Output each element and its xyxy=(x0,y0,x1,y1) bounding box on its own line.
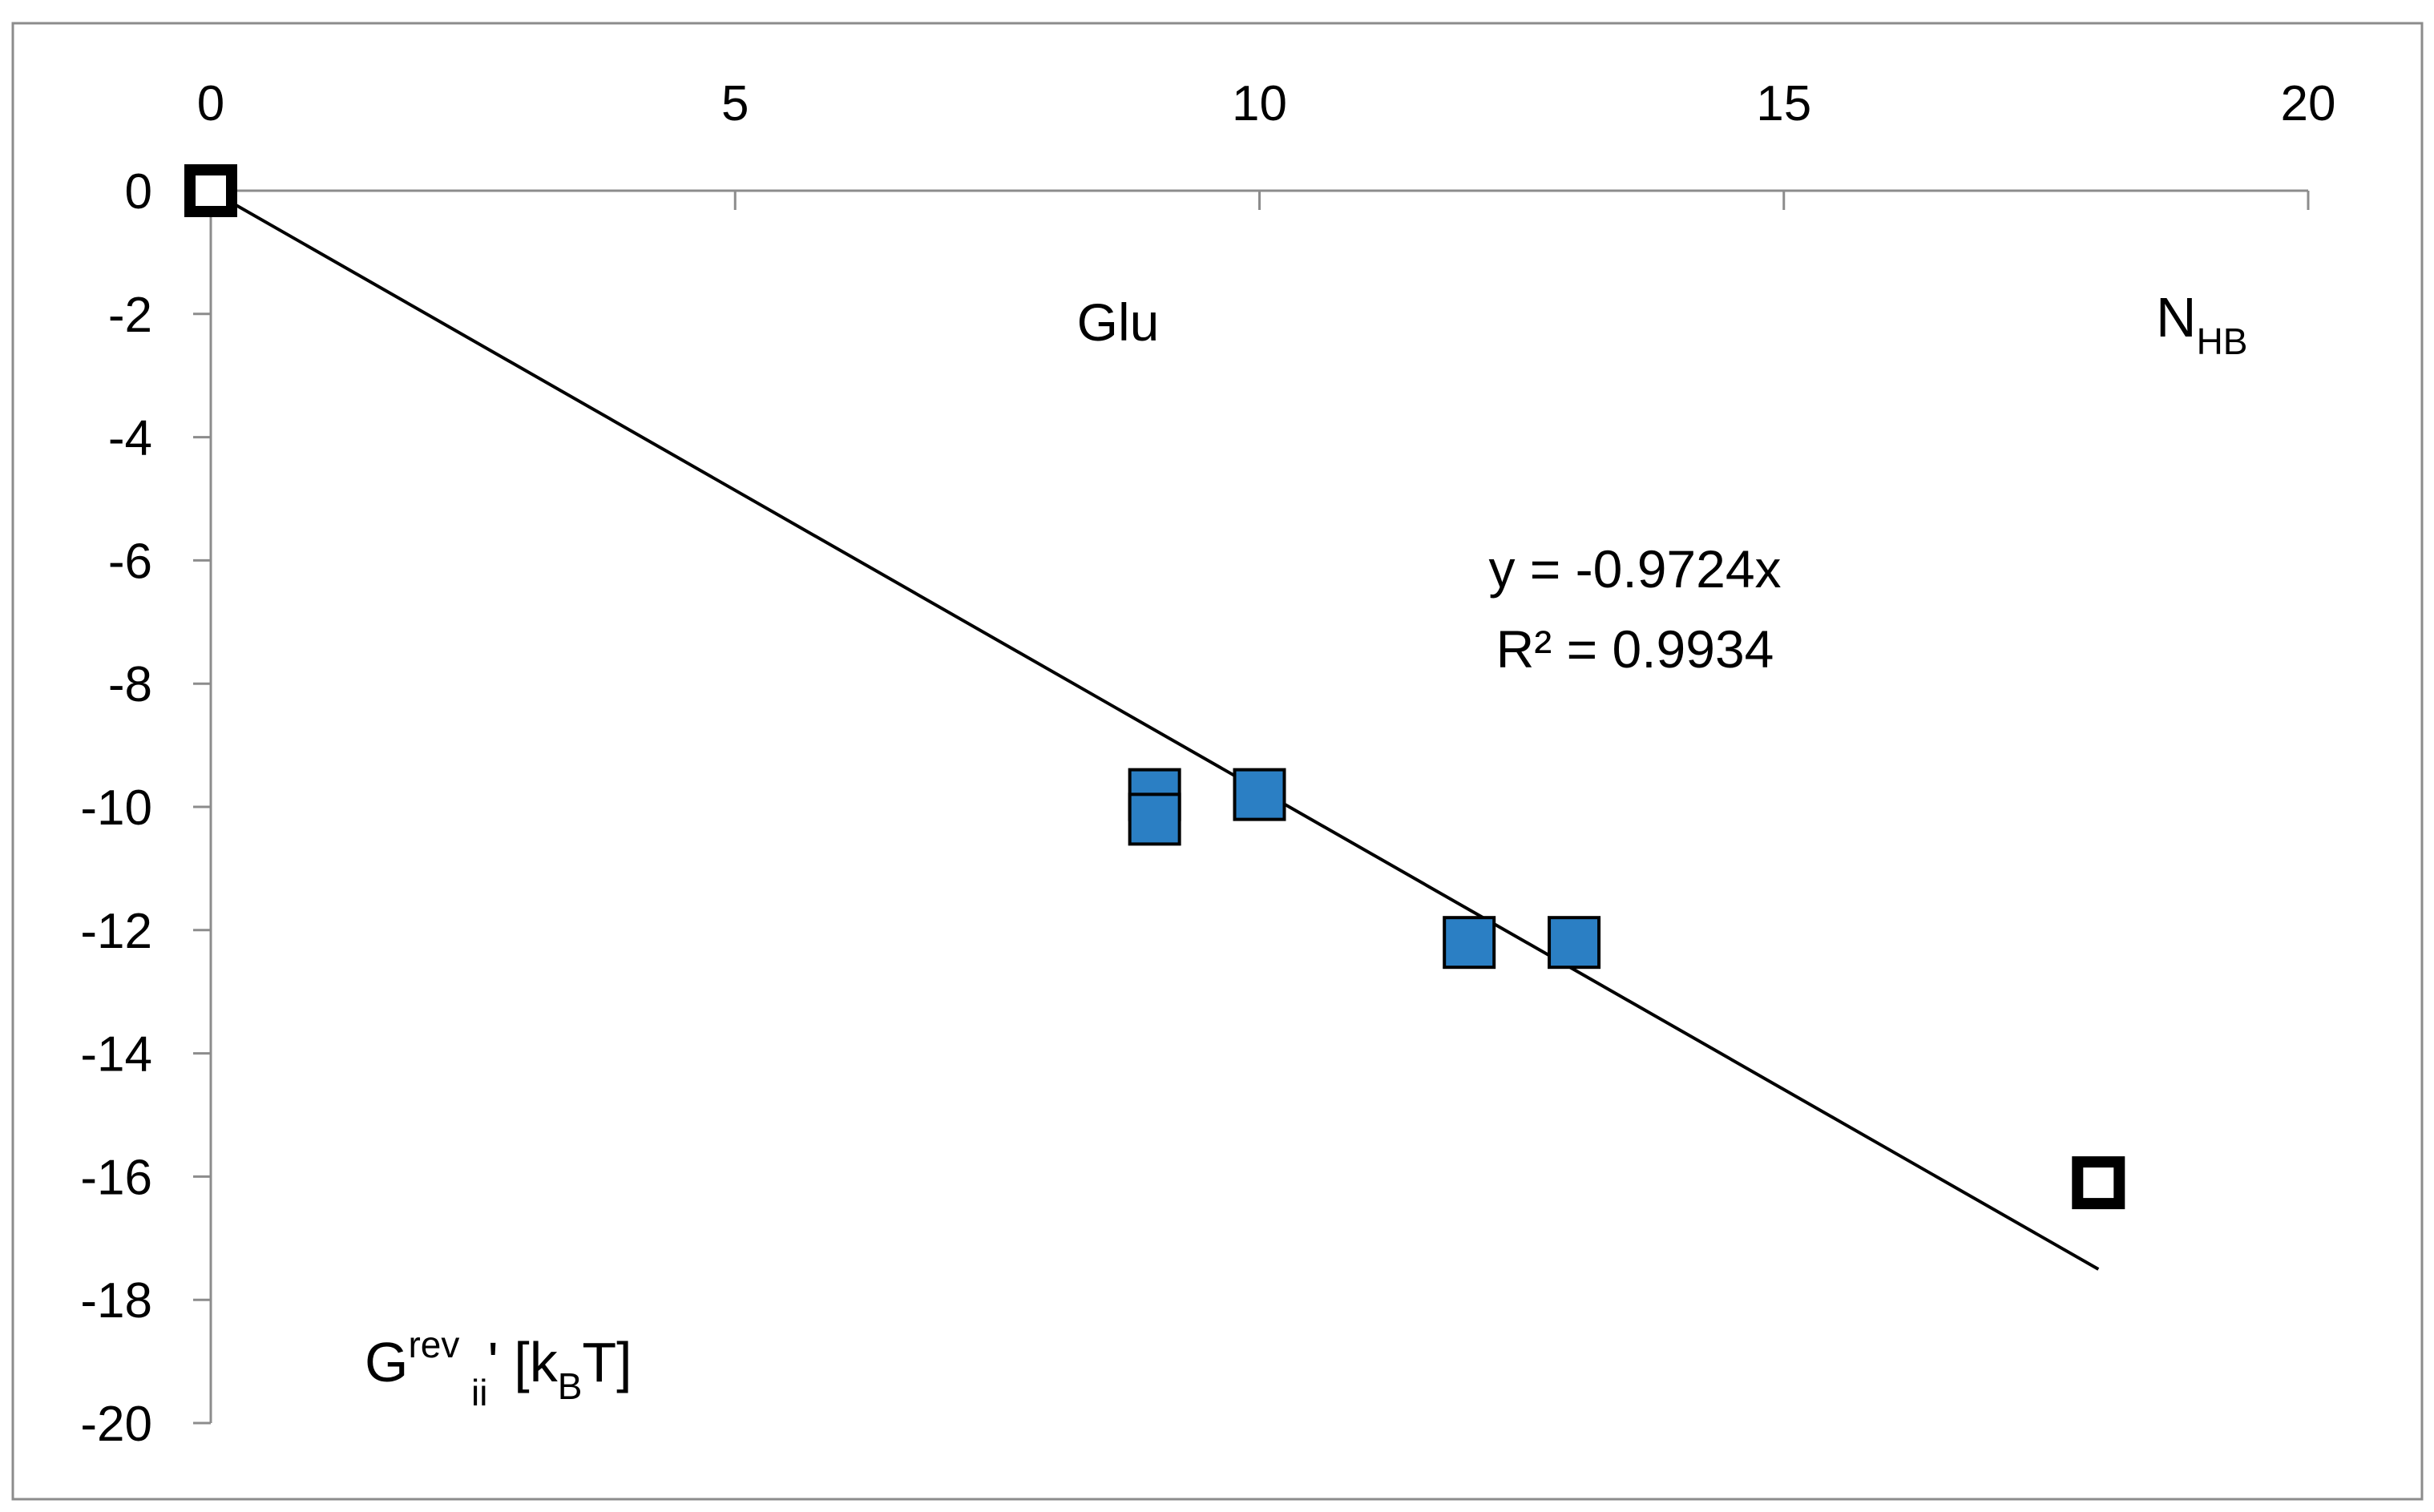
data-point xyxy=(1548,916,1601,970)
y-tick-label: -12 xyxy=(80,904,152,959)
y-tick-label: -4 xyxy=(108,411,152,466)
x-tick-label: 15 xyxy=(1756,76,1811,131)
data-point xyxy=(1443,916,1496,970)
y-tick-label: -16 xyxy=(80,1150,152,1205)
trendline-group xyxy=(210,189,2100,1271)
x-axis-label-main: N xyxy=(2156,286,2197,349)
y-axis-label-sub2: B xyxy=(558,1365,583,1407)
y-tick-label: 0 xyxy=(125,164,152,220)
data-point xyxy=(1128,792,1181,846)
x-axis-label-sub: HB xyxy=(2197,321,2248,362)
y-tick-label: -14 xyxy=(80,1027,152,1083)
trendline-r2: R² = 0.9934 xyxy=(1496,619,1774,679)
x-tick-label: 10 xyxy=(1232,76,1287,131)
y-axis-label-sub: ii xyxy=(471,1372,487,1413)
y-axis-label-end: T] xyxy=(582,1331,632,1393)
y-axis-label-sup: rev xyxy=(408,1324,459,1365)
annotation-glu: Glu xyxy=(1077,292,1160,352)
trendline-equation: y = -0.9724x xyxy=(1488,539,1781,599)
x-tick-label: 5 xyxy=(721,76,749,131)
x-axis-label: NHB xyxy=(2156,286,2247,362)
y-tick-label: -6 xyxy=(108,534,152,589)
axes: 0 5 10 15 20 0 -2 -4 -6 -8 -10 -12 -14 -16 -18 -20 xyxy=(80,76,2335,1452)
x-tick-label: 20 xyxy=(2281,76,2336,131)
y-tick-label: -8 xyxy=(108,657,152,712)
data-point-hollow xyxy=(2072,1156,2125,1210)
y-tick-label: -2 xyxy=(108,288,152,343)
data-point-hollow xyxy=(184,164,237,217)
points-group xyxy=(184,164,2125,1210)
y-tick-label: -20 xyxy=(80,1397,152,1452)
x-tick-label: 0 xyxy=(197,76,224,131)
y-tick-label: -18 xyxy=(80,1273,152,1329)
trendline xyxy=(210,189,2100,1271)
y-axis-label-mid: ' [k xyxy=(487,1331,558,1393)
y-axis-label-main: G xyxy=(365,1331,408,1393)
y-axis-label: Grevii' [kBT] xyxy=(365,1324,632,1413)
y-tick-label: -10 xyxy=(80,780,152,836)
chart-frame xyxy=(11,22,2424,1501)
data-point xyxy=(1233,768,1286,821)
